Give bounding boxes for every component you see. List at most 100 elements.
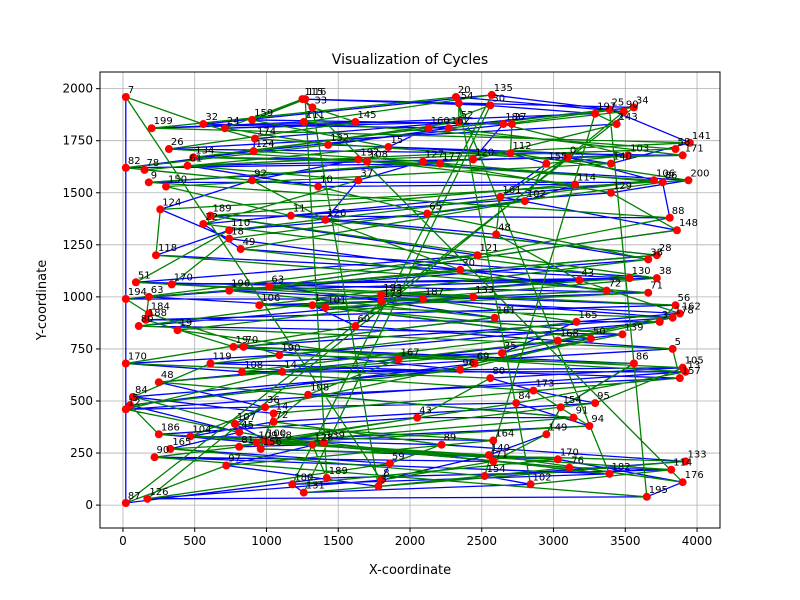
node-label: 65 <box>429 202 442 213</box>
node-point <box>652 251 661 260</box>
y-tick-label: 750 <box>70 342 93 356</box>
node-label: 110 <box>231 218 250 229</box>
node-label: 154 <box>487 464 506 475</box>
node-point <box>591 399 600 408</box>
node-label: 124 <box>162 197 181 208</box>
node-label: 14 <box>284 360 297 371</box>
node-point <box>206 359 215 368</box>
node-label: 120 <box>475 147 494 158</box>
node-point <box>437 440 446 449</box>
node-label: 165 <box>578 310 597 321</box>
node-label: 43 <box>419 406 432 417</box>
node-label: 114 <box>577 172 596 183</box>
node-point <box>605 105 614 114</box>
node-point <box>266 438 275 447</box>
node-point <box>507 120 516 129</box>
node-point <box>354 176 363 185</box>
node-label: 150 <box>168 175 187 186</box>
node-label: 121 <box>479 243 498 254</box>
node-label: 84 <box>518 391 531 402</box>
node-point <box>454 117 463 126</box>
node-label: 19 <box>235 335 248 346</box>
node-label: 63 <box>271 274 284 285</box>
node-point <box>624 151 633 160</box>
node-label: 80 <box>492 366 505 377</box>
node-label: 27 <box>514 112 527 123</box>
node-label: 187 <box>425 287 444 298</box>
node-point <box>585 421 594 430</box>
node-label: 162 <box>682 302 701 313</box>
x-tick-label: 500 <box>183 534 206 548</box>
node-point <box>499 120 508 129</box>
node-point <box>542 430 551 439</box>
node-label: 48 <box>498 222 511 233</box>
node-point <box>512 399 521 408</box>
node-label: 161 <box>502 185 521 196</box>
node-point <box>144 309 153 318</box>
node-label: 149 <box>548 422 567 433</box>
node-point <box>121 499 130 508</box>
node-point <box>140 165 149 174</box>
node-point <box>685 138 694 147</box>
node-point <box>143 494 152 503</box>
node-point <box>255 301 264 310</box>
node-point <box>314 182 323 191</box>
node-label: 180 <box>294 472 313 483</box>
node-label: 170 <box>128 352 147 363</box>
node-label: 115 <box>304 87 323 98</box>
node-point <box>304 390 313 399</box>
node-label: 33 <box>314 95 327 106</box>
node-point <box>385 459 394 468</box>
node-label: 174 <box>257 127 276 138</box>
node-point <box>451 92 460 101</box>
node-point <box>470 359 479 368</box>
node-point <box>619 107 628 116</box>
node-label: 92 <box>254 168 267 179</box>
node-label: 81 <box>241 435 254 446</box>
node-label: 170 <box>174 272 193 283</box>
node-label: 105 <box>685 356 704 367</box>
node-label: 45 <box>241 420 254 431</box>
node-point <box>644 288 653 297</box>
node-point <box>147 124 156 133</box>
node-point <box>225 286 234 295</box>
node-label: 3 <box>380 474 386 485</box>
node-label: 102 <box>533 472 552 483</box>
node-label: 112 <box>512 141 531 152</box>
node-label: 132 <box>330 133 349 144</box>
node-point <box>319 438 328 447</box>
node-label: 184 <box>151 302 170 313</box>
node-point <box>189 153 198 162</box>
node-point <box>121 92 130 101</box>
node-point <box>222 461 231 470</box>
node-point <box>239 342 248 351</box>
node-point <box>275 351 284 360</box>
y-tick-label: 250 <box>70 446 93 460</box>
node-label: 84 <box>135 385 148 396</box>
node-point <box>230 419 239 428</box>
node-point <box>675 374 684 383</box>
node-point <box>618 330 627 339</box>
node-label: 71 <box>495 449 508 460</box>
chart-title: Visualization of Cycles <box>332 52 488 68</box>
node-point <box>156 205 165 214</box>
node-point <box>321 215 330 224</box>
node-label: 170 <box>560 447 579 458</box>
node-point <box>655 317 664 326</box>
x-axis-label: X-coordinate <box>369 563 451 578</box>
y-axis-label: Y-coordinate <box>35 260 50 341</box>
node-label: 111 <box>306 110 325 121</box>
node-point <box>681 367 690 376</box>
node-point <box>248 115 257 124</box>
node-label: 82 <box>128 156 141 167</box>
node-label: 9 <box>151 170 157 181</box>
node-label: 156 <box>263 437 282 448</box>
node-label: 155 <box>548 152 567 163</box>
y-tick-label: 500 <box>70 394 93 408</box>
node-label: 100 <box>267 429 286 440</box>
node-label: 106 <box>261 293 280 304</box>
node-label: 131 <box>306 481 325 492</box>
node-point <box>456 365 465 374</box>
node-point <box>658 178 667 187</box>
